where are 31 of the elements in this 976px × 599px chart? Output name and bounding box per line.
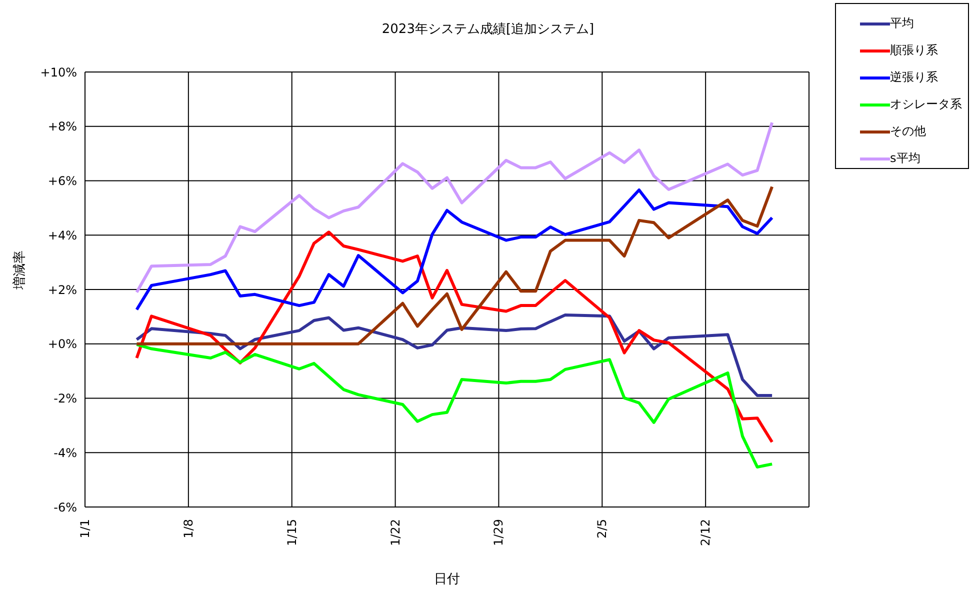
y-tick-label: +6% (48, 174, 77, 188)
legend-label: s平均 (890, 150, 920, 167)
legend-label: 順張り系 (890, 42, 938, 59)
legend-label: 逆張り系 (890, 69, 938, 86)
x-axis-title: 日付 (434, 572, 460, 587)
legend-label: その他 (890, 123, 926, 140)
y-tick-label: +0% (48, 337, 77, 352)
y-tick-label: +4% (48, 228, 77, 242)
line-series (135, 121, 774, 294)
y-tick-label: +2% (48, 282, 77, 297)
x-tick-label: 1/22 (388, 519, 402, 546)
line-series (135, 230, 774, 444)
x-tick-label: 1/8 (181, 519, 196, 538)
y-tick-label: +8% (48, 120, 77, 134)
y-axis-title: 増減率 (12, 250, 28, 290)
x-tick-label: 1/15 (284, 519, 299, 546)
y-tick-label: -6% (54, 500, 77, 514)
line-series (135, 188, 774, 312)
line-series (135, 185, 774, 346)
y-tick-label: +10% (40, 65, 77, 80)
line-series (135, 314, 774, 398)
y-tick-label: -2% (54, 392, 77, 406)
legend-label: 平均 (890, 15, 914, 32)
y-tick-label: -4% (54, 446, 77, 460)
line-series (135, 342, 774, 469)
legend-label: オシレータ系 (890, 96, 962, 113)
x-tick-label: 1/1 (78, 519, 92, 538)
x-tick-label: 2/5 (595, 519, 610, 538)
chart-title: 2023年システム成績[追加システム] (382, 22, 594, 37)
x-tick-label: 2/12 (698, 519, 713, 546)
x-tick-label: 1/29 (492, 519, 506, 546)
